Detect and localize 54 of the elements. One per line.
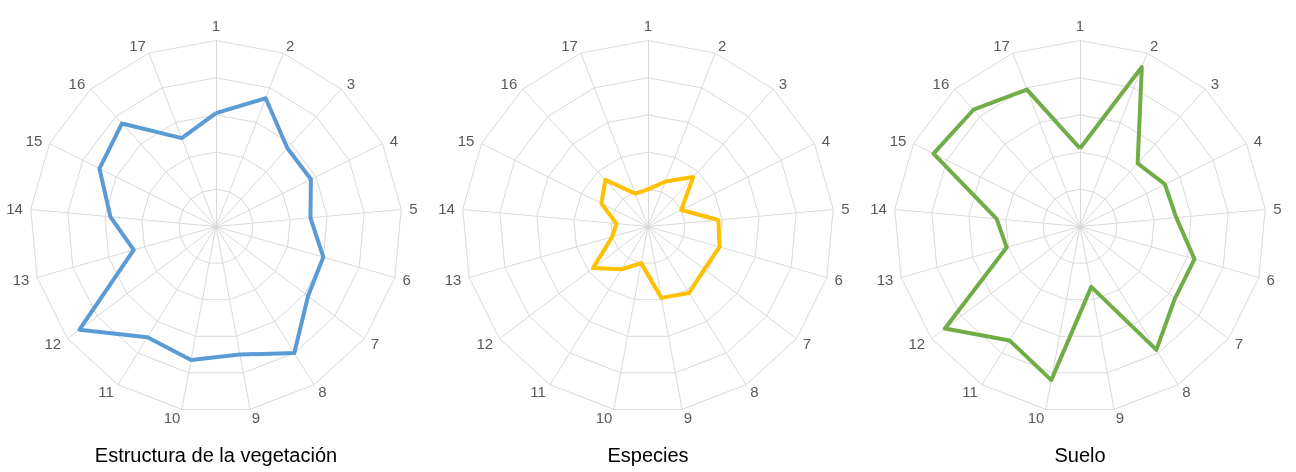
spoke-label: 6 (1266, 271, 1275, 289)
spoke-label: 11 (962, 383, 978, 400)
spoke-label: 10 (595, 408, 613, 426)
spoke-label: 14 (438, 200, 455, 218)
spoke-label: 7 (370, 334, 380, 352)
text: Suelo (1054, 444, 1106, 466)
spoke-label: 6 (402, 271, 411, 289)
spoke-label: 2 (286, 37, 295, 55)
spoke-label: 7 (1234, 334, 1244, 352)
spoke-label: 13 (12, 271, 30, 289)
spoke-label: 16 (932, 74, 950, 92)
spoke-label: 1 (211, 16, 221, 34)
spoke-label: 16 (500, 74, 518, 92)
spoke-label: 1 (1075, 16, 1085, 34)
spoke-label: 14 (6, 200, 23, 218)
spoke-label: 14 (870, 200, 887, 218)
spoke-label: 3 (1210, 74, 1220, 92)
spoke-label: 3 (346, 74, 356, 92)
spoke-label: 13 (444, 271, 462, 289)
spoke-label: 10 (1027, 408, 1045, 426)
spoke-label: 15 (457, 131, 475, 149)
spoke-label: 9 (251, 408, 260, 426)
spoke-label: 8 (318, 383, 327, 400)
spoke-label: 6 (834, 271, 843, 289)
spoke-label: 11 (98, 383, 114, 400)
spoke-label: 4 (1253, 131, 1263, 149)
text: Estructura de la vegetación (94, 444, 338, 466)
spoke-label: 3 (778, 74, 788, 92)
spoke-label: 9 (683, 408, 692, 426)
spoke-label: 13 (876, 271, 894, 289)
spoke-label: 11 (530, 383, 546, 400)
spoke-label: 17 (561, 37, 578, 55)
spoke-label: 17 (993, 37, 1010, 55)
spoke-label: 17 (129, 37, 146, 55)
spoke-label: 5 (409, 200, 418, 218)
spoke-label: 16 (68, 74, 86, 92)
spoke-label: 7 (802, 334, 812, 352)
spoke-label: 2 (1150, 37, 1159, 55)
spoke-label: 5 (1273, 200, 1282, 218)
spoke-label: 12 (476, 334, 494, 352)
spoke-label: 8 (750, 383, 759, 400)
spoke-label: 5 (841, 200, 850, 218)
spoke-label: 1 (643, 16, 653, 34)
text: Especies (607, 444, 689, 466)
spoke-label: 10 (163, 408, 181, 426)
spoke-label: 8 (1182, 383, 1191, 400)
spoke-label: 12 (908, 334, 926, 352)
spoke-label: 2 (718, 37, 727, 55)
spoke-label: 4 (821, 131, 831, 149)
spoke-label: 15 (889, 131, 907, 149)
spoke-label: 12 (44, 334, 62, 352)
spoke-label: 4 (389, 131, 399, 149)
spoke-label: 9 (1115, 408, 1124, 426)
spoke-label: 15 (25, 131, 43, 149)
